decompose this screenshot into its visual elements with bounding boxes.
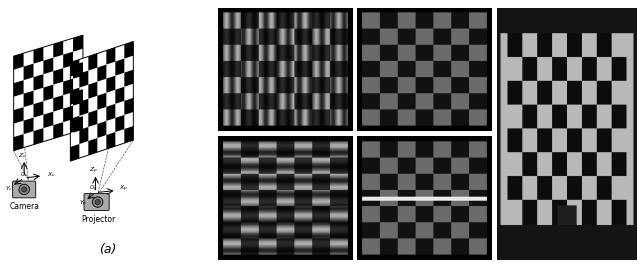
Polygon shape [73, 35, 83, 52]
Polygon shape [13, 53, 24, 70]
Polygon shape [106, 132, 115, 149]
Polygon shape [124, 42, 133, 59]
Polygon shape [73, 116, 83, 132]
Polygon shape [97, 121, 106, 138]
Circle shape [95, 200, 100, 205]
Text: (b): (b) [276, 140, 294, 153]
Text: $Z_c$: $Z_c$ [18, 151, 26, 160]
Text: $Y_c$: $Y_c$ [5, 184, 13, 193]
Polygon shape [79, 127, 88, 144]
Polygon shape [79, 99, 88, 116]
Polygon shape [63, 79, 73, 95]
FancyBboxPatch shape [84, 194, 109, 210]
Polygon shape [33, 74, 44, 91]
Polygon shape [44, 85, 53, 101]
Polygon shape [97, 93, 106, 110]
Text: (d): (d) [416, 140, 433, 153]
Polygon shape [70, 59, 79, 77]
Polygon shape [115, 59, 124, 76]
Circle shape [92, 197, 103, 207]
Polygon shape [24, 118, 33, 134]
Polygon shape [106, 47, 115, 65]
Polygon shape [73, 62, 83, 79]
Polygon shape [73, 89, 83, 106]
Polygon shape [13, 134, 24, 151]
Polygon shape [124, 70, 133, 87]
Polygon shape [44, 58, 53, 74]
Polygon shape [13, 107, 24, 124]
Polygon shape [44, 112, 53, 128]
Polygon shape [33, 101, 44, 118]
Polygon shape [53, 122, 63, 139]
Polygon shape [106, 104, 115, 121]
Text: $X_c$: $X_c$ [47, 170, 56, 179]
Polygon shape [70, 88, 79, 105]
Polygon shape [106, 76, 115, 93]
Polygon shape [124, 126, 133, 143]
Text: Camera: Camera [9, 202, 39, 211]
Polygon shape [124, 98, 133, 115]
Polygon shape [88, 110, 97, 127]
Polygon shape [63, 106, 73, 122]
Text: (a): (a) [99, 243, 117, 256]
Polygon shape [79, 70, 88, 88]
Polygon shape [88, 138, 97, 155]
Polygon shape [53, 68, 63, 85]
FancyBboxPatch shape [13, 181, 36, 198]
Polygon shape [33, 128, 44, 145]
Text: $O_c$: $O_c$ [20, 170, 28, 179]
Polygon shape [70, 116, 79, 133]
Polygon shape [33, 47, 44, 64]
Circle shape [19, 184, 29, 195]
Polygon shape [88, 54, 97, 70]
Text: $Y_p$: $Y_p$ [79, 199, 87, 209]
Polygon shape [115, 115, 124, 132]
Polygon shape [24, 64, 33, 80]
Text: $Z_p$: $Z_p$ [89, 165, 98, 175]
Polygon shape [53, 95, 63, 112]
Text: $X_p$: $X_p$ [118, 184, 128, 195]
Polygon shape [53, 41, 63, 58]
Polygon shape [63, 52, 73, 68]
Polygon shape [115, 87, 124, 104]
Text: Projector: Projector [81, 215, 116, 224]
Polygon shape [70, 42, 133, 161]
Polygon shape [70, 144, 79, 161]
Polygon shape [24, 91, 33, 107]
Circle shape [22, 187, 27, 192]
Polygon shape [13, 80, 24, 97]
Polygon shape [13, 35, 83, 151]
Polygon shape [97, 65, 106, 82]
Polygon shape [88, 82, 97, 99]
Text: $O_p$: $O_p$ [89, 184, 97, 195]
